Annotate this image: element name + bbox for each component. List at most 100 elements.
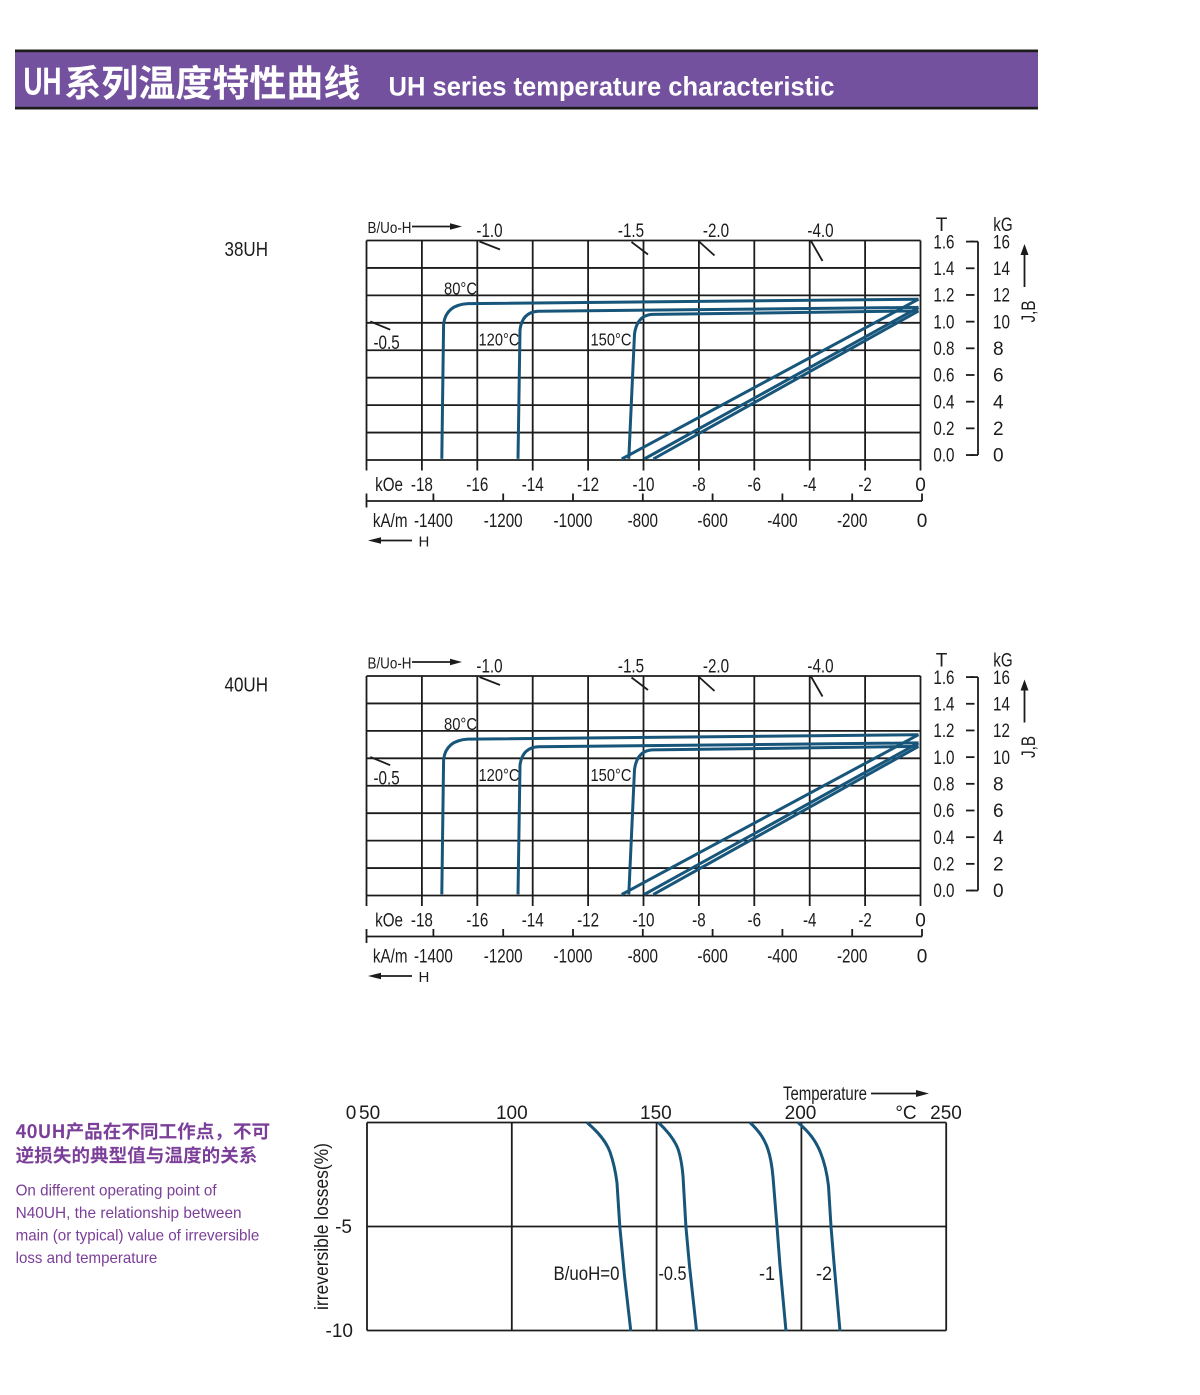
svg-text:0.0: 0.0 [933, 881, 954, 902]
svg-text:-12: -12 [577, 475, 599, 496]
svg-text:2: 2 [993, 855, 1004, 876]
svg-text:8: 8 [993, 339, 1004, 360]
svg-text:kG: kG [993, 651, 1012, 672]
svg-text:120°C: 120°C [479, 765, 520, 785]
svg-text:-8: -8 [692, 475, 706, 496]
svg-text:-12: -12 [577, 911, 599, 932]
svg-text:B/Uo-H: B/Uo-H [368, 656, 412, 673]
svg-text:0.4: 0.4 [933, 392, 954, 413]
svg-text:-0.5: -0.5 [659, 1264, 687, 1285]
svg-text:38UH: 38UH [225, 238, 269, 261]
svg-text:-5: -5 [335, 1217, 352, 1238]
svg-text:1.6: 1.6 [933, 668, 954, 689]
svg-text:-1: -1 [759, 1264, 775, 1285]
svg-text:N40UH, the relationship betwe: N40UH, the relationship between [16, 1205, 242, 1222]
svg-text:-1000: -1000 [554, 511, 593, 532]
svg-text:B/Uo-H: B/Uo-H [368, 220, 412, 237]
svg-text:4: 4 [993, 828, 1004, 849]
svg-text:-2.0: -2.0 [703, 221, 729, 242]
svg-text:-1.0: -1.0 [476, 657, 502, 678]
svg-text:120°C: 120°C [479, 330, 520, 350]
svg-text:kA/m: kA/m [373, 947, 408, 968]
svg-text:T: T [936, 215, 948, 236]
svg-text:0: 0 [993, 446, 1004, 467]
svg-text:-6: -6 [748, 911, 762, 932]
svg-text:J,B: J,B [1019, 736, 1040, 758]
svg-text:-2: -2 [858, 911, 872, 932]
svg-text:-4.0: -4.0 [807, 221, 833, 242]
svg-text:1.6: 1.6 [933, 232, 954, 253]
svg-text:kOe: kOe [375, 475, 403, 496]
svg-text:-1400: -1400 [414, 947, 453, 968]
svg-text:150: 150 [640, 1103, 672, 1124]
svg-text:kA/m: kA/m [373, 511, 408, 532]
svg-text:°C: °C [895, 1103, 916, 1124]
svg-text:80°C: 80°C [444, 279, 477, 299]
svg-text:On different operating point o: On different operating point of [16, 1183, 218, 1200]
svg-text:8: 8 [993, 775, 1004, 796]
svg-text:kOe: kOe [375, 911, 403, 932]
svg-text:14: 14 [993, 694, 1010, 715]
svg-text:1.0: 1.0 [933, 748, 954, 769]
svg-text:-16: -16 [466, 475, 488, 496]
svg-text:-10: -10 [633, 911, 655, 932]
svg-text:-6: -6 [748, 475, 762, 496]
svg-text:100: 100 [496, 1103, 528, 1124]
svg-text:-18: -18 [411, 911, 433, 932]
svg-text:-400: -400 [767, 511, 797, 532]
svg-text:40UH: 40UH [225, 674, 269, 697]
svg-text:1.2: 1.2 [933, 286, 954, 307]
svg-text:2: 2 [993, 419, 1004, 440]
svg-text:0: 0 [993, 881, 1004, 902]
svg-text:-4.0: -4.0 [807, 657, 833, 678]
svg-text:-0.5: -0.5 [374, 333, 400, 354]
svg-text:Temperature: Temperature [783, 1084, 867, 1105]
svg-text:-1.5: -1.5 [618, 221, 644, 242]
svg-text:0.8: 0.8 [933, 775, 954, 796]
svg-text:0: 0 [917, 511, 928, 532]
svg-text:-1000: -1000 [554, 947, 593, 968]
svg-text:-600: -600 [697, 511, 727, 532]
svg-text:B/uoH=0: B/uoH=0 [554, 1264, 620, 1285]
svg-text:H: H [419, 534, 430, 551]
svg-text:150°C: 150°C [591, 330, 632, 350]
svg-text:-14: -14 [522, 911, 544, 932]
svg-text:1.4: 1.4 [933, 259, 954, 280]
svg-text:-10: -10 [326, 1321, 353, 1342]
svg-text:kG: kG [993, 215, 1012, 236]
svg-text:-16: -16 [466, 911, 488, 932]
svg-text:0.6: 0.6 [933, 801, 954, 822]
svg-text:loss and temperature: loss and temperature [16, 1250, 158, 1267]
svg-text:0: 0 [915, 475, 926, 496]
svg-text:-200: -200 [837, 947, 867, 968]
svg-text:-600: -600 [697, 947, 727, 968]
svg-text:H: H [419, 969, 430, 986]
svg-text:150°C: 150°C [591, 765, 632, 785]
svg-text:0.2: 0.2 [933, 419, 954, 440]
svg-text:6: 6 [993, 366, 1004, 387]
svg-text:-14: -14 [522, 475, 544, 496]
svg-text:12: 12 [993, 286, 1010, 307]
svg-text:14: 14 [993, 259, 1010, 280]
svg-text:80°C: 80°C [444, 714, 477, 734]
svg-text:-400: -400 [767, 947, 797, 968]
svg-text:0: 0 [346, 1103, 357, 1124]
svg-text:0.6: 0.6 [933, 366, 954, 387]
svg-text:main (or typical) value of irr: main (or typical) value of irreversible [16, 1228, 260, 1245]
svg-text:-8: -8 [692, 911, 706, 932]
svg-text:1.0: 1.0 [933, 312, 954, 333]
svg-text:0.4: 0.4 [933, 828, 954, 849]
svg-text:UH series temperature characte: UH series temperature characteristic [389, 72, 835, 102]
svg-text:-2.0: -2.0 [703, 657, 729, 678]
svg-text:0: 0 [915, 911, 926, 932]
svg-text:T: T [936, 651, 948, 672]
svg-text:50: 50 [359, 1103, 380, 1124]
svg-text:6: 6 [993, 801, 1004, 822]
svg-text:-800: -800 [628, 511, 658, 532]
svg-text:-1.0: -1.0 [476, 221, 502, 242]
svg-text:-800: -800 [628, 947, 658, 968]
svg-text:-4: -4 [803, 475, 817, 496]
svg-text:16: 16 [993, 232, 1010, 253]
svg-text:16: 16 [993, 668, 1010, 689]
svg-text:0.2: 0.2 [933, 855, 954, 876]
